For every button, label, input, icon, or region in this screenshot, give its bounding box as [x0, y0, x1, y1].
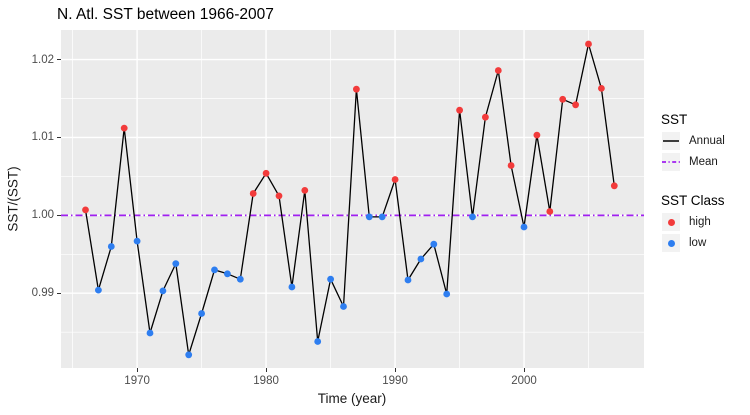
- y-tick-mark: [57, 59, 61, 61]
- data-point-1970-low: [133, 237, 141, 245]
- legend-item-low: low: [660, 234, 725, 252]
- legend-group-sst: SST Annual Mean: [660, 112, 725, 171]
- legend-label-mean: Mean: [689, 156, 718, 168]
- data-point-1979-high: [249, 190, 257, 197]
- legend-item-mean: Mean: [660, 153, 725, 171]
- y-tick-label: 1.01: [31, 131, 54, 144]
- data-point-1986-low: [340, 303, 347, 310]
- data-point-1971-low: [146, 329, 154, 337]
- annual-line: [84, 43, 615, 356]
- y-tick-label: 0.99: [31, 287, 54, 300]
- y-tick-mark: [57, 214, 61, 216]
- data-point-1999-high: [507, 162, 515, 169]
- data-point-1987-high: [353, 85, 360, 93]
- data-point-1994-low: [443, 290, 451, 298]
- data-point-1992-low: [417, 255, 425, 263]
- legend-item-high: high: [660, 213, 725, 231]
- data-point-2002-high: [546, 208, 554, 215]
- legend-label-low: low: [689, 237, 707, 249]
- x-tick-mark: [523, 368, 525, 372]
- y-tick-mark: [57, 136, 61, 138]
- y-tick-mark: [57, 292, 61, 294]
- data-point-1968-low: [107, 243, 115, 250]
- data-point-2001-high: [533, 131, 541, 139]
- data-point-1983-high: [301, 187, 309, 194]
- data-point-1972-low: [159, 287, 167, 295]
- data-point-1977-low: [224, 270, 231, 278]
- legend: SST Annual Mean SST Class high: [660, 112, 725, 255]
- data-point-1996-low: [469, 213, 476, 221]
- data-point-1988-low: [365, 213, 373, 221]
- x-tick-mark: [265, 368, 267, 372]
- legend-item-annual: Annual: [660, 132, 725, 150]
- x-tick-label: 1980: [253, 375, 279, 387]
- plot-panel: [61, 30, 644, 368]
- low-point-key-icon: [662, 234, 680, 252]
- high-point-key-icon: [662, 213, 680, 231]
- data-point-1978-low: [236, 275, 244, 283]
- data-point-1997-high: [482, 113, 489, 121]
- data-point-2003-high: [559, 95, 567, 103]
- annual-line-key-icon: [662, 132, 680, 150]
- data-point-2004-high: [572, 101, 579, 109]
- mean-line-key-icon: [662, 153, 680, 171]
- data-point-1966-high: [82, 206, 89, 214]
- x-tick-mark: [394, 368, 396, 372]
- data-point-1981-high: [275, 192, 283, 200]
- data-point-2007-high: [610, 182, 618, 190]
- chart-title: N. Atl. SST between 1966-2007: [57, 6, 274, 23]
- data-point-1990-high: [391, 176, 399, 183]
- legend-label-annual: Annual: [689, 135, 725, 147]
- data-point-2006-high: [598, 85, 605, 92]
- data-point-1973-low: [172, 260, 180, 267]
- x-axis-title: Time (year): [317, 391, 387, 406]
- x-tick-label: 1990: [382, 375, 408, 387]
- x-tick-mark: [136, 368, 138, 372]
- data-point-1984-low: [314, 338, 322, 345]
- x-tick-label: 1970: [124, 375, 150, 387]
- y-tick-label: 1.02: [31, 53, 54, 66]
- x-tick-label: 2000: [511, 375, 537, 387]
- data-point-2005-high: [585, 40, 592, 48]
- data-point-1989-low: [378, 213, 386, 221]
- data-point-1974-low: [185, 351, 193, 359]
- legend-label-high: high: [689, 216, 711, 228]
- legend-title-sst-class: SST Class: [661, 193, 725, 208]
- data-point-1985-low: [327, 275, 334, 283]
- y-axis-title: SST/(SST): [5, 166, 21, 232]
- data-point-1980-high: [262, 169, 270, 177]
- data-point-1998-high: [494, 67, 502, 74]
- data-point-1976-low: [211, 266, 218, 274]
- data-point-1969-high: [120, 124, 128, 132]
- data-point-1982-low: [288, 283, 296, 291]
- y-tick-label: 1.00: [31, 209, 54, 222]
- data-point-2000-low: [520, 223, 528, 231]
- data-point-1991-low: [404, 276, 412, 284]
- data-point-1995-high: [456, 106, 463, 114]
- plot-canvas: [61, 30, 644, 368]
- legend-title-sst: SST: [661, 112, 688, 127]
- data-point-1967-low: [95, 286, 102, 294]
- data-point-1975-low: [198, 310, 206, 317]
- data-point-1993-low: [430, 240, 438, 248]
- legend-group-sst-class: SST Class high low: [660, 193, 725, 252]
